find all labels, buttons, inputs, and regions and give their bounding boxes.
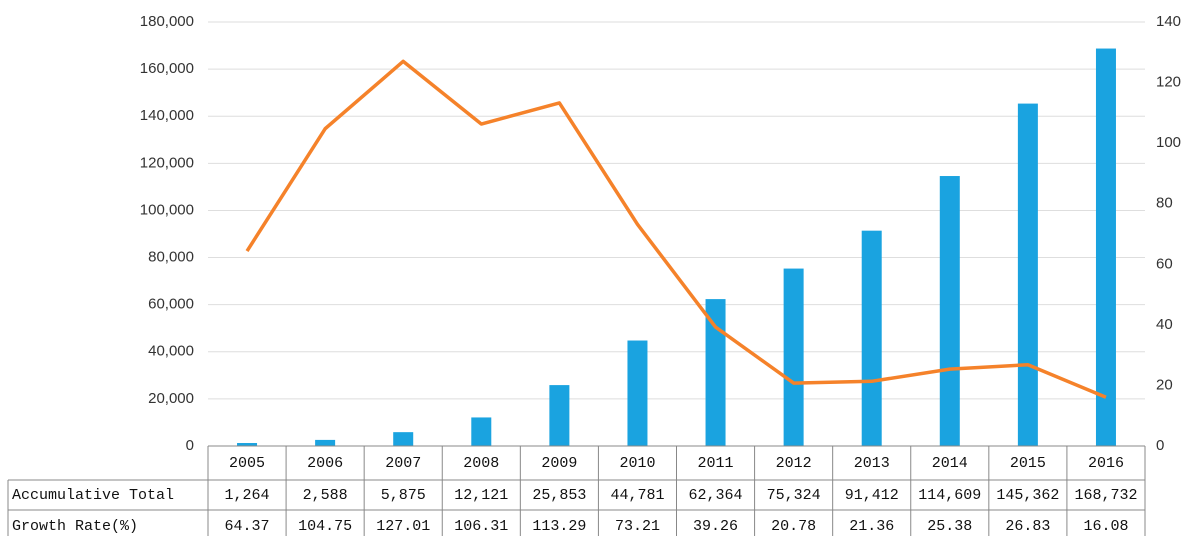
x-tick-label: 2011 xyxy=(698,455,734,472)
x-tick-label: 2016 xyxy=(1088,455,1124,472)
y2-tick-label: 0 xyxy=(1156,437,1164,454)
y2-tick-label: 120 xyxy=(1156,74,1181,91)
bar xyxy=(1017,103,1038,446)
table-cell: 12,121 xyxy=(454,487,508,504)
x-tick-label: 2014 xyxy=(932,455,968,472)
line-series xyxy=(245,59,1107,399)
x-tick-label: 2005 xyxy=(229,455,265,472)
table-cell: 39.26 xyxy=(693,518,738,535)
y2-tick-label: 40 xyxy=(1156,316,1173,333)
bar xyxy=(705,299,726,446)
bar xyxy=(939,176,960,446)
x-tick-label: 2006 xyxy=(307,455,343,472)
bar xyxy=(861,230,882,446)
table-cell: 5,875 xyxy=(381,487,426,504)
table-cell: 2,588 xyxy=(303,487,348,504)
table-cell: 26.83 xyxy=(1005,518,1050,535)
table-cell: 21.36 xyxy=(849,518,894,535)
y-tick-label: 180,000 xyxy=(140,13,194,30)
y2-tick-label: 100 xyxy=(1156,134,1181,151)
table-cell: 145,362 xyxy=(996,487,1059,504)
table-row-label: Accumulative Total xyxy=(12,487,174,504)
bar xyxy=(627,340,648,446)
table-cell: 73.21 xyxy=(615,518,660,535)
y-tick-label: 20,000 xyxy=(148,390,194,407)
y2-tick-label: 140 xyxy=(1156,13,1181,30)
y-tick-label: 80,000 xyxy=(148,249,194,266)
table-cell: 127.01 xyxy=(376,518,430,535)
y2-tick-label: 60 xyxy=(1156,255,1173,272)
table-cell: 114,609 xyxy=(918,487,981,504)
y-tick-label: 100,000 xyxy=(140,201,194,218)
table-cell: 25,853 xyxy=(532,487,586,504)
bar xyxy=(237,443,258,446)
table-cell: 113.29 xyxy=(532,518,586,535)
x-tick-label: 2015 xyxy=(1010,455,1046,472)
y-tick-label: 160,000 xyxy=(140,60,194,77)
y-tick-label: 0 xyxy=(186,437,194,454)
y-tick-label: 40,000 xyxy=(148,343,194,360)
bar xyxy=(1095,48,1116,447)
x-tick-label: 2012 xyxy=(776,455,812,472)
x-tick-label: 2009 xyxy=(541,455,577,472)
table-cell: 1,264 xyxy=(225,487,270,504)
bar xyxy=(315,439,336,446)
table-row-label: Growth Rate(%) xyxy=(12,518,138,535)
x-tick-label: 2008 xyxy=(463,455,499,472)
bar xyxy=(549,385,570,446)
table-cell: 104.75 xyxy=(298,518,352,535)
y-tick-label: 60,000 xyxy=(148,296,194,313)
x-tick-label: 2010 xyxy=(619,455,655,472)
x-tick-label: 2013 xyxy=(854,455,890,472)
table-cell: 106.31 xyxy=(454,518,508,535)
y-tick-label: 120,000 xyxy=(140,154,194,171)
table-cell: 91,412 xyxy=(845,487,899,504)
table-cell: 25.38 xyxy=(927,518,972,535)
bar xyxy=(471,417,492,446)
table-cell: 168,732 xyxy=(1074,487,1137,504)
table-cell: 20.78 xyxy=(771,518,816,535)
y2-tick-label: 80 xyxy=(1156,195,1173,212)
table-cell: 75,324 xyxy=(767,487,821,504)
table-cell: 64.37 xyxy=(225,518,270,535)
bar xyxy=(393,432,414,446)
table-cell: 62,364 xyxy=(689,487,743,504)
bar xyxy=(783,268,804,446)
y2-tick-label: 20 xyxy=(1156,376,1173,393)
y-tick-label: 140,000 xyxy=(140,107,194,124)
table-cell: 16.08 xyxy=(1083,518,1128,535)
x-tick-label: 2007 xyxy=(385,455,421,472)
table-cell: 44,781 xyxy=(610,487,664,504)
